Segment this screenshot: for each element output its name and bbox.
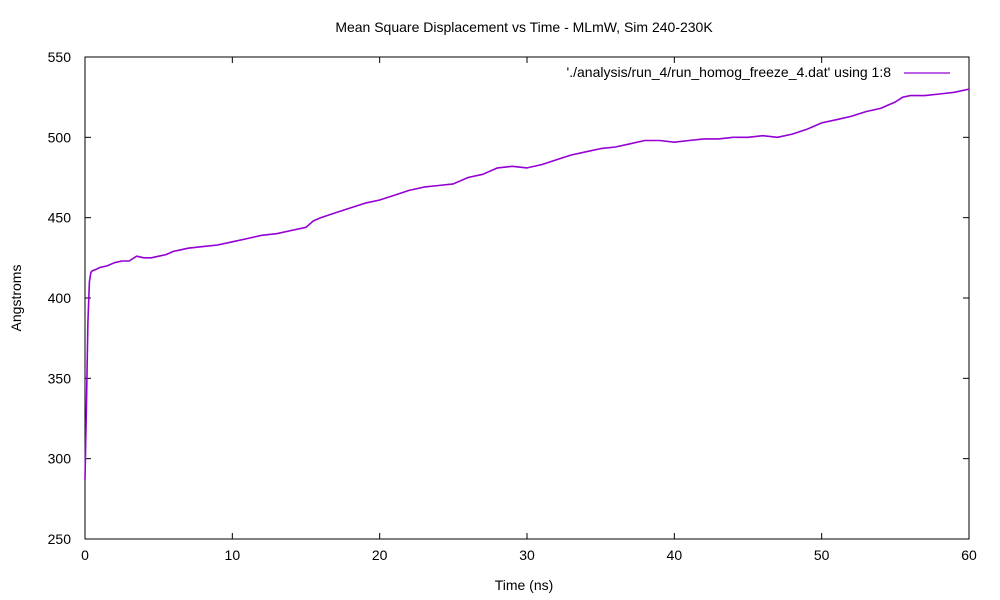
x-tick-label: 30 xyxy=(519,547,535,563)
legend: './analysis/run_4/run_homog_freeze_4.dat… xyxy=(567,64,950,80)
chart-title: Mean Square Displacement vs Time - MLmW,… xyxy=(335,19,713,35)
x-tick-label: 10 xyxy=(225,547,241,563)
y-tick-label: 450 xyxy=(48,210,72,226)
y-tick-label: 300 xyxy=(48,451,72,467)
y-tick-label: 350 xyxy=(48,370,72,386)
x-axis-title: Time (ns) xyxy=(495,577,554,593)
y-axis-title: Angstroms xyxy=(8,265,24,332)
y-tick-label: 500 xyxy=(48,129,72,145)
y-tick-label: 400 xyxy=(48,290,72,306)
y-tick-label: 250 xyxy=(48,531,72,547)
plot-border xyxy=(84,56,970,540)
plot-frame xyxy=(84,56,970,540)
x-tick-label: 20 xyxy=(372,547,388,563)
series-line xyxy=(84,88,970,480)
x-tick-label: 50 xyxy=(814,547,830,563)
legend-label: './analysis/run_4/run_homog_freeze_4.dat… xyxy=(567,64,892,80)
series-layer xyxy=(84,88,970,480)
x-tick-label: 0 xyxy=(81,547,89,563)
y-tick-label: 550 xyxy=(48,49,72,65)
x-tick-label: 60 xyxy=(961,547,977,563)
x-tick-label: 40 xyxy=(667,547,683,563)
axis-ticks: 0 10 20 30 40 50 60 250 300 350 400 450 500 550 xyxy=(48,49,977,563)
